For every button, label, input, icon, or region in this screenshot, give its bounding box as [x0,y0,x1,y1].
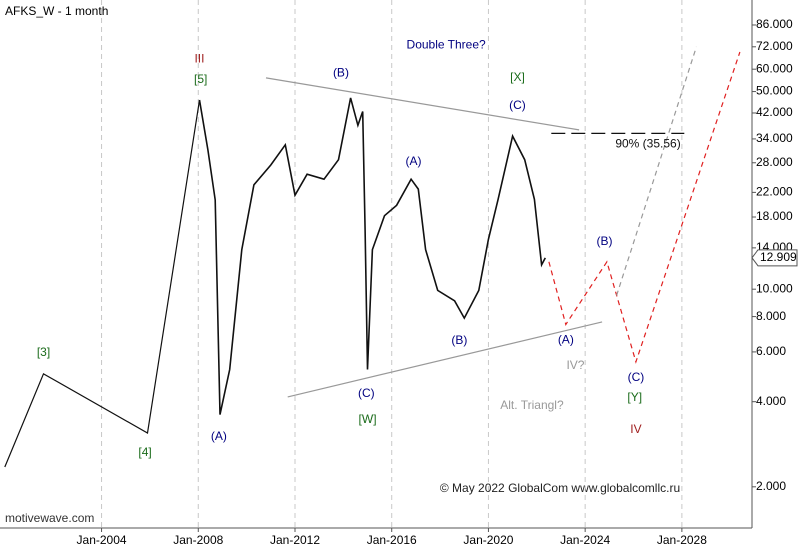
y-tick-label: 86.000 [756,17,793,31]
annotation: (C) [509,98,526,112]
copyright: © May 2022 GlobalCom www.globalcomllc.ru [440,481,680,495]
x-tick-label: Jan-2024 [560,533,610,547]
series-line [287,321,603,398]
annotation: III [194,52,204,66]
y-tick-label: 4.000 [756,394,786,408]
y-tick-label: 72.000 [756,39,793,53]
annotation: (C) [358,386,375,400]
last-price-box [751,249,798,267]
y-tick-label: 50.000 [756,84,793,98]
y-tick-label: 6.000 [756,344,786,358]
y-tick-label: 22.000 [756,185,793,199]
y-tick-label: 8.000 [756,309,786,323]
annotation: [3] [37,345,50,359]
annotation: (A) [558,332,574,346]
annotation: [X] [510,70,525,84]
y-tick-label: 28.000 [756,155,793,169]
annotation: Double Three? [407,37,486,51]
y-tick-label: 42.000 [756,105,793,119]
watermark: motivewave.com [5,511,94,525]
annotation: IV [630,422,641,436]
x-tick-label: Jan-2008 [173,533,223,547]
annotation: (A) [211,429,227,443]
y-tick-label: 2.000 [756,479,786,493]
annotation: IV? [566,358,584,372]
x-tick-label: Jan-2028 [657,533,707,547]
annotation: (C) [628,370,645,384]
annotation: [W] [359,412,377,426]
annotation: 90% (35.56) [615,137,680,151]
annotation: (A) [405,154,421,168]
annotation: (B) [597,234,613,248]
x-tick-label: Jan-2016 [367,533,417,547]
x-tick-label: Jan-2012 [270,533,320,547]
last-price-label: 12.909 [760,250,797,264]
annotation: (B) [451,333,467,347]
x-tick-label: Jan-2020 [463,533,513,547]
y-tick-label: 60.000 [756,61,793,75]
annotation: [4] [138,445,151,459]
annotation: (B) [333,66,349,80]
chart-title: AFKS_W - 1 month [5,4,108,18]
y-tick-label: 34.000 [756,131,793,145]
y-tick-label: 10.000 [756,281,793,295]
series-line [616,46,697,296]
annotation: [Y] [627,390,642,404]
annotation: Alt. Triangl? [500,398,564,412]
series-line [198,97,547,415]
annotation: [5] [194,72,207,86]
series-line [4,99,201,468]
series-line [548,51,741,364]
series-line [265,77,580,131]
y-tick-label: 18.000 [756,209,793,223]
x-tick-label: Jan-2004 [77,533,127,547]
